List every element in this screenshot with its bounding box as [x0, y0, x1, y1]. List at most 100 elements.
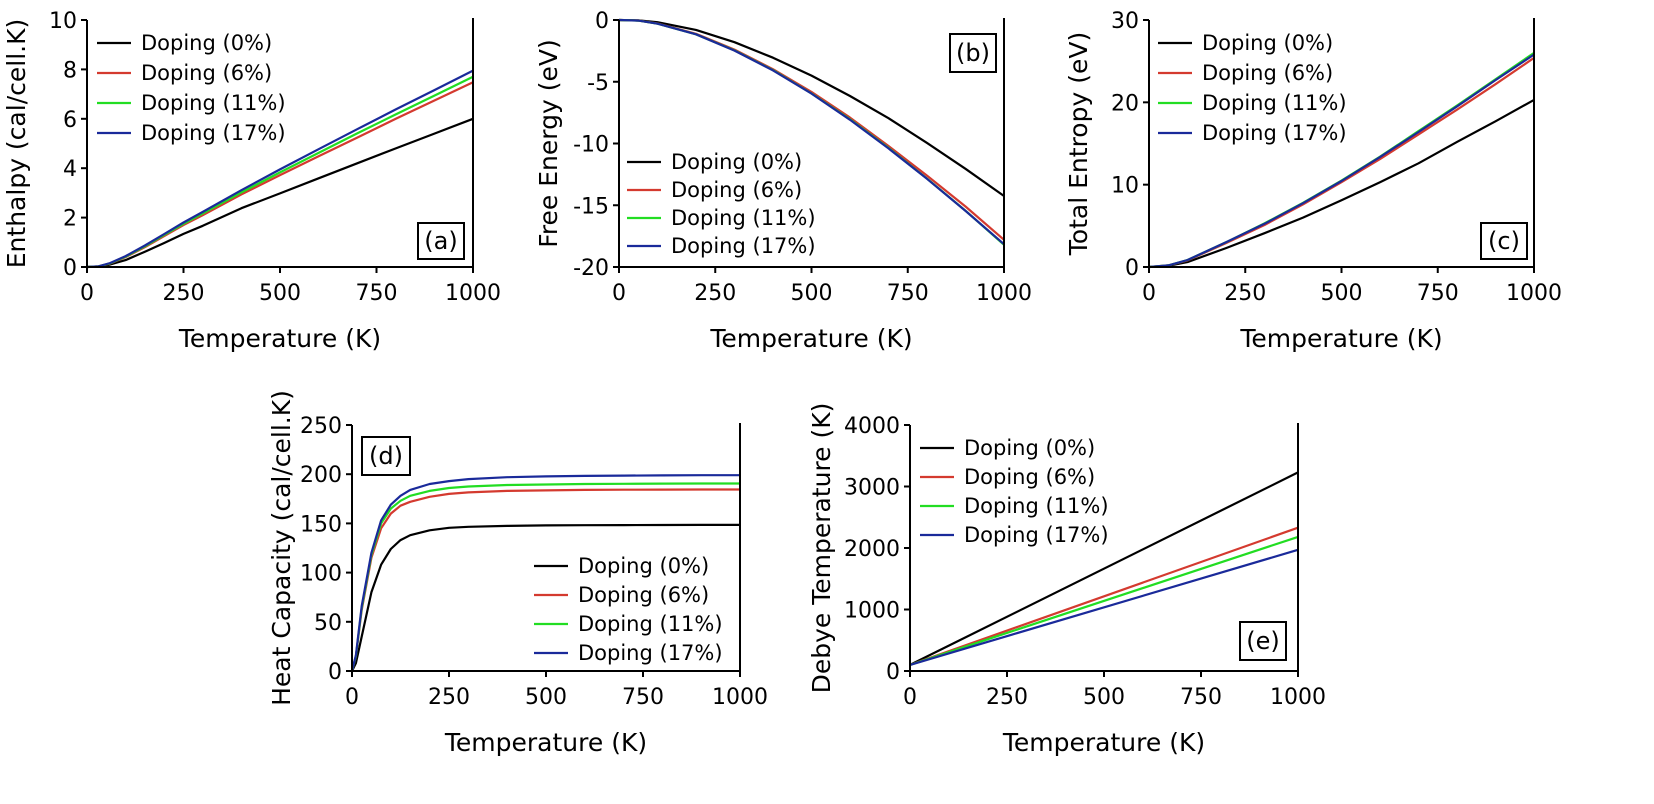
y-tick-label: 0: [63, 256, 77, 281]
y-tick-label: 6: [63, 108, 77, 133]
series-line: [909, 526, 1299, 666]
y-tick-label: 50: [314, 611, 342, 636]
x-tick-label: 750: [622, 685, 664, 710]
legend-label: Doping (6%): [1202, 61, 1333, 85]
y-tick-label: 4000: [844, 414, 900, 439]
x-tick-label: 750: [356, 281, 398, 306]
panel-tag-box: [417, 222, 465, 260]
x-tick-label: 0: [903, 685, 917, 710]
y-axis-label: Free Energy (eV): [534, 39, 563, 247]
legend-label: Doping (17%): [1202, 121, 1347, 145]
series-line: [1148, 98, 1535, 269]
y-tick-label: 4: [63, 157, 77, 182]
x-axis-label: Temperature (K): [1002, 728, 1205, 757]
legend-label: Doping (11%): [1202, 91, 1347, 115]
legend-label: Doping (11%): [141, 91, 286, 115]
y-tick-label: 200: [300, 463, 342, 488]
legend-label: Doping (0%): [671, 150, 802, 174]
x-tick-label: 250: [428, 685, 470, 710]
legend-label: Doping (11%): [578, 612, 723, 636]
legend-label: Doping (6%): [671, 178, 802, 202]
y-tick-label: 30: [1111, 9, 1139, 34]
series-line: [86, 117, 474, 269]
chart-panel: 0 250 500 750 1000 0 50 100 150 200 250 Temperature…: [267, 390, 768, 757]
series-line: [1148, 56, 1535, 269]
y-tick-label: 8: [63, 58, 77, 83]
legend-label: Doping (17%): [964, 523, 1109, 547]
panel-tag-box: [1239, 621, 1287, 661]
legend-label: Doping (17%): [141, 121, 286, 145]
series-line: [618, 18, 1005, 246]
x-tick-label: 750: [1180, 685, 1222, 710]
series-line: [909, 471, 1299, 666]
panel-tag-label: (e): [1246, 627, 1280, 655]
chart-panel: 0 250 500 750 1000 0 2 4 6 8 10 Temperature (K) Enth…: [2, 9, 501, 353]
x-tick-label: 250: [163, 281, 205, 306]
legend-label: Doping (17%): [578, 641, 723, 665]
x-tick-label: 500: [525, 685, 567, 710]
y-tick-label: 100: [300, 562, 342, 587]
x-tick-label: 1000: [712, 685, 768, 710]
y-tick-label: 10: [1111, 174, 1139, 199]
chart-panel: 0 250 500 750 1000 0 -5 -10 -15 -20 Temperature (K…: [534, 9, 1032, 353]
y-tick-label: 150: [300, 512, 342, 537]
x-tick-label: 250: [694, 281, 736, 306]
x-tick-label: 500: [791, 281, 833, 306]
panel-tag-box: [1480, 222, 1528, 260]
panel-tag-label: (d): [369, 442, 403, 470]
legend-label: Doping (6%): [578, 583, 709, 607]
y-tick-label: 0: [328, 660, 342, 685]
x-tick-label: 0: [612, 281, 626, 306]
series-line: [1148, 53, 1535, 269]
panel-tag-label: (a): [424, 227, 457, 255]
x-tick-label: 500: [1321, 281, 1363, 306]
y-tick-label: -20: [573, 256, 609, 281]
legend-label: Doping (6%): [141, 61, 272, 85]
x-tick-label: 1000: [445, 281, 501, 306]
y-axis-label: Enthalpy (cal/cell.K): [2, 19, 31, 268]
legend-label: Doping (0%): [1202, 31, 1333, 55]
y-tick-label: -10: [573, 133, 609, 158]
x-tick-label: 1000: [1506, 281, 1562, 306]
series-line: [86, 69, 474, 269]
series-line: [350, 474, 740, 672]
y-tick-label: 0: [595, 9, 609, 34]
x-tick-label: 500: [259, 281, 301, 306]
legend-label: Doping (0%): [964, 436, 1095, 460]
series-line: [909, 535, 1299, 666]
y-tick-label: -15: [573, 194, 609, 219]
panel-tag-box: [949, 33, 997, 73]
chart-panel: 0 250 500 750 1000 0 1000 2000 3000 4000 Temperatu…: [807, 403, 1326, 757]
x-tick-label: 750: [1417, 281, 1459, 306]
x-tick-label: 0: [345, 685, 359, 710]
legend-label: Doping (6%): [964, 465, 1095, 489]
series-line: [351, 523, 740, 672]
y-tick-label: 0: [1125, 256, 1139, 281]
x-tick-label: 0: [80, 281, 94, 306]
x-tick-label: 1000: [976, 281, 1032, 306]
x-axis-label: Temperature (K): [1239, 324, 1442, 353]
chart-panel: 0 250 500 750 1000 0 10 20 30 Temperature (K) Tota…: [1064, 9, 1562, 353]
x-tick-label: 0: [1142, 281, 1156, 306]
y-tick-label: 20: [1111, 91, 1139, 116]
y-tick-label: 2: [63, 207, 77, 232]
x-axis-label: Temperature (K): [444, 728, 647, 757]
x-axis-label: Temperature (K): [709, 324, 912, 353]
legend-label: Doping (17%): [671, 234, 816, 258]
x-tick-label: 1000: [1270, 685, 1326, 710]
y-tick-label: 2000: [844, 537, 900, 562]
legend-label: Doping (11%): [964, 494, 1109, 518]
y-axis-label: Debye Temperature (K): [807, 403, 836, 694]
y-tick-label: -5: [587, 71, 609, 96]
y-tick-label: 3000: [844, 476, 900, 501]
panel-tag-label: (b): [956, 39, 990, 67]
x-tick-label: 250: [986, 685, 1028, 710]
y-axis-label: Total Entropy (eV): [1064, 32, 1093, 256]
legend-label: Doping (11%): [671, 206, 816, 230]
x-axis-label: Temperature (K): [178, 324, 381, 353]
y-axis-label: Heat Capacity (cal/cell.K): [267, 390, 296, 706]
legend-label: Doping (0%): [578, 554, 709, 578]
legend-label: Doping (0%): [141, 31, 272, 55]
y-tick-label: 1000: [844, 599, 900, 624]
